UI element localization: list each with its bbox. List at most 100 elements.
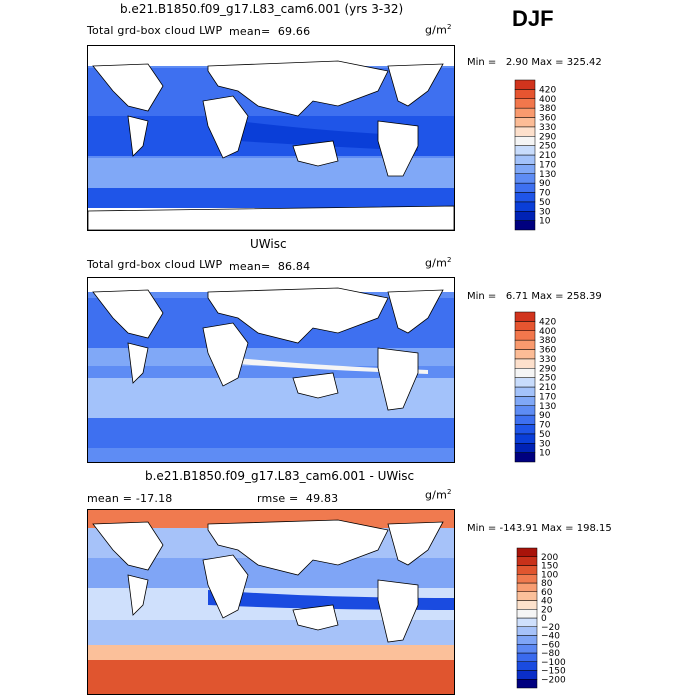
panel3-title: b.e21.B1850.f09_g17.L83_cam6.001 - UWisc	[145, 469, 415, 483]
panel1-colorbar-box	[514, 220, 536, 231]
panel3-colorbar-label: −80	[541, 649, 560, 659]
panel1-colorbar-box	[514, 154, 536, 165]
panel1-colorbar-box	[514, 98, 536, 109]
panel3-colorbar-box	[516, 556, 538, 566]
panel1-mean-label: mean=	[229, 25, 271, 38]
panel1-colorbar-box	[514, 107, 536, 118]
panel3-minmax: Min = -143.91 Max = 198.15	[467, 523, 612, 534]
panel1-colorbar-label: 380	[539, 104, 556, 114]
panel2-colorbar-label: 30	[539, 439, 551, 449]
panel2-colorbar: 10 30 50 70 90 130 170 210 250 290 330 360 380 400 420	[514, 311, 575, 463]
panel3-colorbar-label: 40	[541, 597, 553, 607]
panel1-minmax: Min = 2.90 Max = 325.42	[467, 57, 602, 68]
panel3-colorbar-box	[516, 644, 538, 654]
panel2-colorbar-box	[514, 452, 536, 463]
panel3-colorbar-box	[516, 617, 538, 627]
panel1-colorbar-box	[514, 89, 536, 99]
panel2-colorbar-box	[514, 368, 536, 378]
panel1-mean-value: 69.66	[277, 25, 311, 38]
panel1-map-field	[88, 46, 454, 230]
panel3-colorbar-box	[516, 661, 538, 671]
panel2-colorbar-box	[514, 433, 536, 444]
panel1-mean: mean= 69.66	[229, 25, 310, 38]
panel1-units: g/m2	[425, 23, 452, 37]
panel2-colorbar-box	[514, 330, 536, 341]
panel2-colorbar-box	[514, 386, 536, 397]
panel3-colorbar-label: −60	[541, 640, 560, 650]
panel3-colorbar-box	[516, 591, 538, 601]
panel3-mean-label: mean =	[87, 492, 133, 505]
panel3-colorbar-label: 60	[541, 588, 553, 598]
panel2-colorbar-box	[514, 424, 536, 435]
panel3-rmse-label: rmse =	[257, 492, 299, 505]
panel3-colorbar-label: −40	[541, 632, 560, 642]
panel2-colorbar-box	[514, 358, 536, 369]
panel2-colorbar-box	[514, 396, 536, 406]
panel3-colorbar-label: 0	[541, 614, 547, 624]
panel1-colorbar-label: 360	[539, 114, 556, 124]
panel3-max-value: 198.15	[576, 523, 612, 534]
panel2-max-value: 258.39	[566, 291, 602, 302]
panel3-colorbar-box	[516, 626, 538, 636]
panel2-colorbar-label: 130	[539, 402, 556, 412]
panel3-rmse: rmse = 49.83	[257, 492, 338, 505]
panel1-min-value: 2.90	[505, 57, 529, 68]
panel2-colorbar-box	[514, 339, 536, 350]
panel2-colorbar-box	[514, 349, 536, 360]
panel1-colorbar: 10 30 50 70 90 130 170 210 250 290 330 360 380 400 420	[514, 79, 575, 231]
panel2-colorbar-label: 70	[539, 421, 551, 431]
panel2-colorbar-box	[514, 443, 536, 453]
panel2-min-value: 6.71	[505, 291, 529, 302]
panel1-colorbar-label: 30	[539, 207, 551, 217]
panel2-title: UWisc	[250, 237, 287, 251]
panel2-map	[87, 277, 455, 463]
panel3-colorbar-label: 200	[541, 553, 558, 563]
panel2-colorbar-label: 210	[539, 383, 556, 393]
panel3-colorbar-label: 80	[541, 579, 553, 589]
panel2-colorbar-label: 400	[539, 327, 556, 337]
panel3-colorbar-label: 100	[541, 570, 558, 580]
panel3-colorbar-box	[516, 635, 538, 645]
panel1-colorbar-box	[514, 164, 536, 174]
panel1-colorbar-label: 90	[539, 179, 551, 189]
panel3-colorbar-label: −100	[541, 658, 566, 668]
panel1-colorbar-label: 250	[539, 142, 556, 152]
panel1-variable: Total grd-box cloud LWP	[87, 24, 223, 37]
panel2-colorbar-label: 330	[539, 355, 556, 365]
panel2-colorbar-label: 420	[539, 317, 556, 327]
panel3-colorbar-svg: −200−150−100−80−60−40−200204060801001502…	[516, 547, 566, 689]
panel1-colorbar-box	[514, 79, 536, 90]
panel3-colorbar-label: −200	[541, 675, 566, 685]
panel1-colorbar-label: 330	[539, 123, 556, 133]
panel2-colorbar-box	[514, 377, 536, 388]
panel3-colorbar-label: −150	[541, 667, 566, 677]
panel1-colorbar-box	[514, 126, 536, 137]
panel2-map-field	[88, 278, 454, 462]
panel1-map	[87, 45, 455, 231]
panel3-colorbar-label: −20	[541, 623, 560, 633]
panel1-colorbar-label: 210	[539, 151, 556, 161]
panel1-colorbar-box	[514, 201, 536, 212]
panel1-colorbar-box	[514, 192, 536, 203]
panel3-mean-value: -17.18	[135, 492, 173, 505]
panel1-colorbar-box	[514, 173, 536, 184]
panel3-colorbar-label: 150	[541, 562, 558, 572]
panel1-max-value: 325.42	[566, 57, 602, 68]
panel2-mean-value: 86.84	[277, 260, 311, 273]
panel3-colorbar-box	[516, 582, 538, 592]
panel3-colorbar-box	[516, 565, 538, 575]
season-label: DJF	[512, 6, 554, 31]
panel1-colorbar-label: 400	[539, 95, 556, 105]
panel3-rmse-value: 49.83	[305, 492, 339, 505]
panel3-map-field	[88, 510, 454, 694]
panel2-colorbar-label: 380	[539, 336, 556, 346]
panel2-variable: Total grd-box cloud LWP	[87, 258, 223, 271]
panel1-title: b.e21.B1850.f09_g17.L83_cam6.001 (yrs 3-…	[120, 2, 404, 16]
panel2-colorbar-box	[514, 311, 536, 322]
panel1-colorbar-box	[514, 182, 536, 193]
panel3-colorbar: −200 −150 −100 −80 −60 −40 −20 0 20 40 60 80 100 150 2…	[516, 547, 577, 689]
panel1-colorbar-box	[514, 211, 536, 221]
panel2-colorbar-label: 360	[539, 346, 556, 356]
